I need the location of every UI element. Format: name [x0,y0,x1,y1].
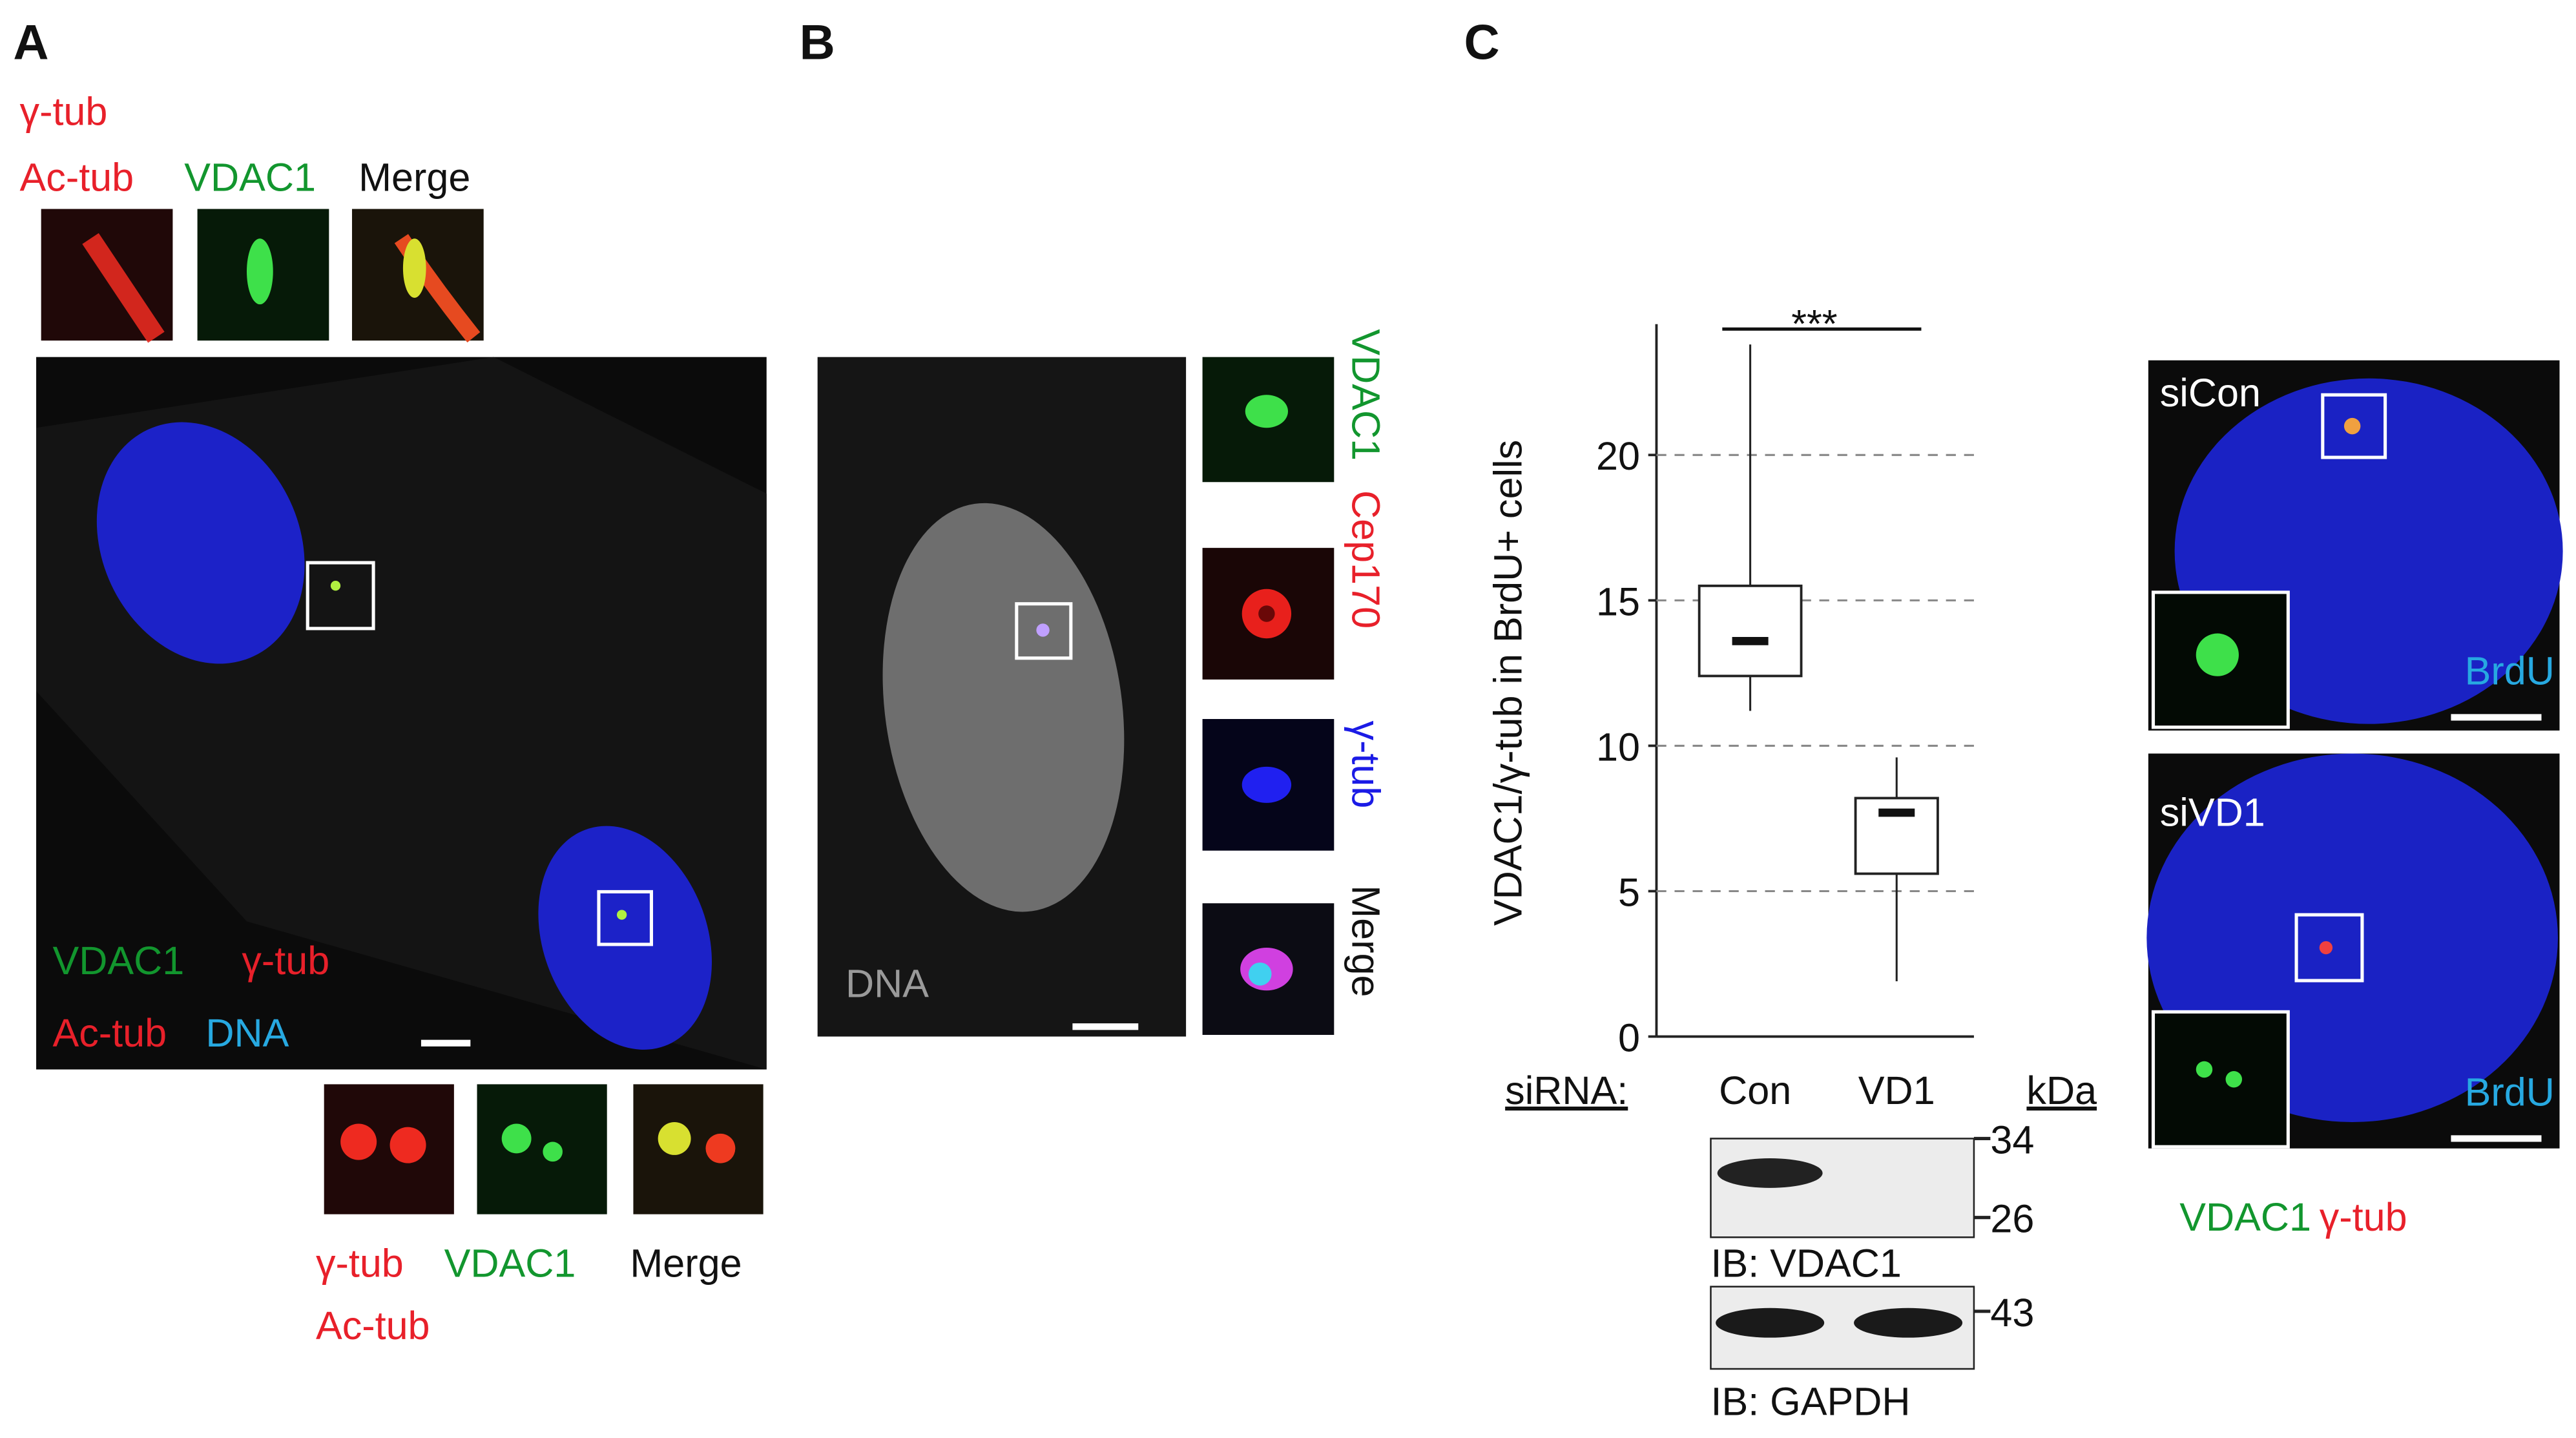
signal [501,1123,532,1154]
label: Merge [1344,885,1387,997]
marker-label: 26 [1990,1197,2034,1241]
band [1716,1308,1825,1338]
inset [2151,1010,2290,1149]
signal [390,1127,426,1163]
western-blot: kDa 34 26 IB: VDAC1 43 IB: GAPDH [1710,1068,2097,1423]
signal [340,1123,377,1160]
label: VDAC1 [1344,329,1387,461]
signal [1258,605,1275,622]
nucleus [538,826,712,1050]
label: siVD1 [2160,791,2265,835]
unit-label: kDa [2026,1068,2097,1112]
label: Cep170 [1344,490,1387,629]
thumbnails [324,1084,763,1214]
y-tick-label: 20 [1596,434,1640,478]
band [1717,1158,1823,1188]
signal [543,1141,563,1162]
thumbnails [1202,357,1335,1036]
signal [1245,395,1288,428]
label: Merge [358,155,470,199]
label: VDAC1 [444,1241,576,1285]
roi-box [306,561,375,630]
panel-label: C [1464,16,1499,70]
signal [330,581,341,591]
label: Ac-tub [316,1304,430,1348]
y-tick-label: 5 [1618,870,1640,914]
roi-box [2294,913,2364,983]
x-tick-label: VD1 [1858,1068,1935,1112]
signal [246,238,273,305]
signal [1036,623,1050,637]
x-tick-label: Con [1719,1068,1791,1112]
label: Ac-tub [20,155,134,199]
label: Ac-tub [52,1011,167,1055]
micrograph-right: siCon BrdU siVD1 BrdU [2146,360,2563,1149]
label: γ-tub [20,90,108,134]
blot-label: IB: GAPDH [1710,1379,1910,1423]
marker-label: 43 [1990,1291,2034,1335]
label: siCon [2160,371,2261,415]
micrograph [477,1084,607,1214]
signal [82,233,165,343]
roi-box [2321,393,2387,459]
box [1698,584,1803,678]
label: BrdU [2465,649,2555,693]
signal [402,238,426,298]
x-axis-title: siRNA: [1505,1068,1628,1112]
legend-label: γ-tub [2320,1195,2407,1239]
micrograph [633,1084,763,1214]
signal [705,1133,736,1163]
micrograph-main: VDAC1 γ-tub Ac-tub DNA [36,357,767,1070]
marker-label: 34 [1990,1118,2034,1162]
signal [2196,1061,2213,1078]
signal [2225,1071,2243,1088]
label: BrdU [2465,1070,2555,1114]
roi-box [1015,602,1073,660]
box-plot: VDAC1/γ-tub in BrdU+ cells siRNA: 0 5 10 15… [1486,302,1974,1112]
roi-box [597,890,654,946]
label: γ-tub [316,1241,404,1285]
panel-label: A [13,16,48,70]
label: γ-tub [1344,721,1387,809]
nucleus [96,422,305,664]
y-tick-label: 15 [1596,579,1640,623]
significance-label: *** [1791,302,1837,346]
y-tick-label: 10 [1596,725,1640,769]
label: DNA [205,1011,289,1055]
label: γ-tub [242,939,329,983]
blot [1710,1138,1975,1238]
micrograph-main: DNA [817,357,1187,1037]
blot-label: IB: VDAC1 [1710,1241,1901,1285]
y-tick-label: 0 [1618,1016,1640,1059]
y-axis-title: VDAC1/γ-tub in BrdU+ cells [1486,440,1530,926]
signal [1241,766,1292,803]
signal [658,1121,691,1155]
label: VDAC1 [184,155,316,199]
label: Merge [630,1241,742,1285]
signal [2196,633,2239,676]
thumbnails [41,209,484,343]
signal [616,910,627,920]
label: VDAC1 [52,939,184,983]
label: DNA [846,961,929,1005]
signal [2343,417,2361,435]
signal [2319,941,2333,955]
legend-label: VDAC1 [2179,1195,2311,1239]
signal [1248,962,1272,986]
panel-label: B [800,16,835,70]
band [1854,1308,1963,1338]
